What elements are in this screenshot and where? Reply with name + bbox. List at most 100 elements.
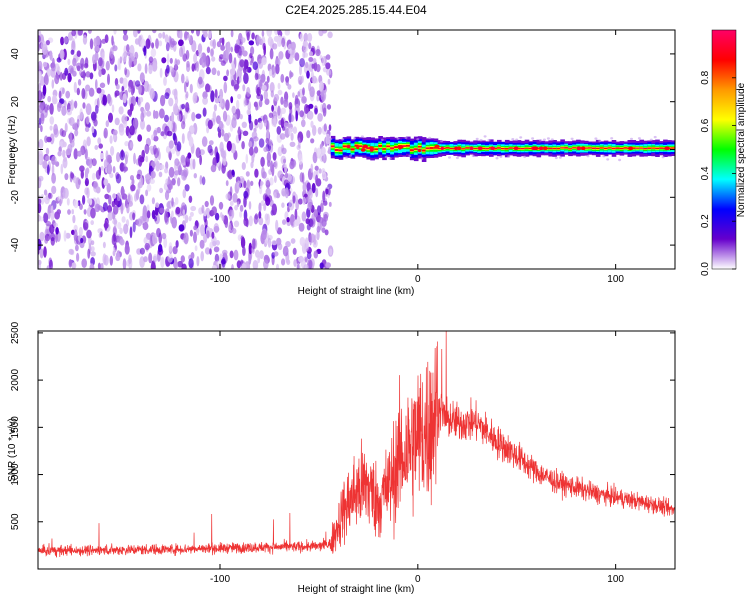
heatmap-noise-cell	[292, 126, 298, 134]
heatmap-noise-cell	[104, 193, 110, 200]
heatmap-noise-cell	[80, 237, 84, 244]
heatmap-noise-cell	[159, 207, 165, 214]
heatmap-noise-cell	[113, 205, 119, 215]
heatmap-noise-cell	[168, 97, 174, 107]
heatmap-band-cell	[536, 148, 542, 150]
heatmap-band-cell	[564, 147, 569, 149]
heatmap-band-halo	[519, 136, 523, 139]
heatmap-noise-cell	[288, 199, 295, 211]
heatmap-noise-cell	[128, 254, 132, 265]
heatmap-noise-cell	[216, 70, 221, 77]
heatmap-noise-cell	[100, 231, 103, 238]
heatmap-noise-cell	[71, 262, 77, 269]
heatmap-noise-cell	[299, 110, 305, 118]
heatmap-noise-cell	[121, 216, 126, 223]
heatmap-noise-cell	[301, 96, 307, 104]
heatmap-noise-cell	[254, 213, 259, 220]
heatmap-noise-cell	[265, 179, 270, 189]
heatmap-noise-cell	[132, 117, 139, 130]
heatmap-noise-cell	[71, 209, 74, 215]
heatmap-noise-cell	[213, 223, 219, 234]
heatmap-band-halo	[637, 137, 641, 140]
heatmap-noise-cell	[288, 127, 292, 136]
heatmap-noise-cell	[85, 167, 90, 175]
heatmap-noise-cell	[104, 220, 108, 231]
heatmap-noise-cell	[193, 225, 198, 231]
heatmap-noise-cell	[109, 47, 114, 59]
heatmap-noise-cell	[266, 75, 270, 83]
heatmap-noise-cell	[139, 216, 144, 224]
heatmap-noise-cell	[249, 120, 254, 131]
heatmap-noise-cell	[74, 129, 79, 137]
heatmap-noise-cell	[137, 134, 143, 142]
heatmap-noise-cell	[122, 258, 127, 269]
colorbar-ticks: 0.0 0.2 0.4 0.6 0.8	[700, 70, 736, 276]
heatmap-noise-cell	[258, 202, 262, 213]
heatmap-band-cell	[441, 147, 447, 149]
heatmap-noise-cell	[281, 37, 286, 48]
heatmap-noise-cell	[128, 86, 132, 93]
heatmap-noise-cell	[93, 119, 98, 127]
heatmap-noise-cell	[299, 58, 305, 68]
heatmap-peak-cell	[581, 146, 586, 151]
heatmap-band-halo	[329, 137, 333, 141]
heatmap-noise-cell	[202, 96, 209, 105]
heatmap-noise-cell	[297, 91, 301, 97]
heatmap-noise-cell	[318, 168, 322, 174]
heatmap-band-halo	[649, 138, 653, 141]
heatmap-noise-cell	[105, 150, 109, 161]
heatmap-band-halo	[380, 138, 384, 141]
heatmap-noise-cell	[109, 255, 114, 266]
heatmap-noise-cell	[229, 68, 236, 76]
heatmap-noise-cell	[277, 82, 281, 90]
heatmap-noise-cell	[43, 212, 49, 224]
heatmap-noise-cell	[243, 180, 247, 189]
heatmap-band-cell	[607, 147, 613, 149]
heatmap-noise-cell	[70, 49, 75, 55]
heatmap-noise-cell	[197, 43, 203, 54]
heatmap-band-halo	[630, 137, 633, 141]
heatmap-band-halo	[360, 135, 364, 138]
heatmap-noise-cell	[49, 133, 55, 145]
heatmap-noise-cell	[220, 60, 226, 66]
y-tick-label: 2500	[10, 321, 21, 344]
heatmap-noise-cell	[242, 50, 248, 57]
heatmap-noise-cell	[306, 70, 310, 79]
heatmap-noise-cell	[308, 57, 314, 62]
heatmap-noise-cell	[162, 31, 166, 39]
heatmap-noise-cell	[289, 70, 292, 79]
heatmap-noise-cell	[298, 255, 304, 263]
heatmap-noise-cell	[50, 209, 55, 221]
heatmap-noise-cell	[97, 262, 101, 269]
heatmap-noise-cell	[76, 118, 80, 128]
heatmap-band-cell	[619, 147, 625, 150]
heatmap-noise-cell	[298, 198, 303, 205]
heatmap-noise-cell	[73, 229, 78, 242]
heatmap-noise-cell	[148, 252, 153, 264]
heatmap-noise-cell	[73, 148, 78, 160]
heatmap-noise-cell	[90, 240, 95, 246]
heatmap-noise-cell	[233, 220, 240, 228]
heatmap-noise-cell	[206, 230, 210, 239]
heatmap-noise-cell	[88, 236, 92, 247]
heatmap-band-halo	[349, 154, 353, 157]
heatmap-band-cell	[595, 147, 601, 150]
heatmap-band-cell	[611, 147, 617, 150]
heatmap-noise-cell	[236, 99, 240, 110]
heatmap-noise-cell	[231, 209, 235, 219]
heatmap-band-cell	[516, 147, 522, 150]
heatmap-noise-cell	[132, 212, 136, 221]
heatmap-noise-cell	[236, 76, 240, 85]
heatmap-noise-cell	[267, 36, 273, 47]
heatmap-noise-cell	[63, 230, 67, 242]
heatmap-noise-cell	[266, 213, 271, 226]
heatmap-band-cell	[342, 145, 348, 148]
heatmap-noise-cell	[82, 102, 86, 109]
heatmap-noise-cell	[277, 105, 281, 116]
heatmap-noise-cell	[167, 200, 170, 211]
heatmap-noise-cell	[144, 102, 150, 112]
heatmap-noise-cell	[199, 239, 205, 249]
heatmap-noise-cell	[199, 57, 204, 66]
heatmap-noise-cell	[253, 136, 259, 142]
heatmap-band-halo	[487, 138, 491, 142]
